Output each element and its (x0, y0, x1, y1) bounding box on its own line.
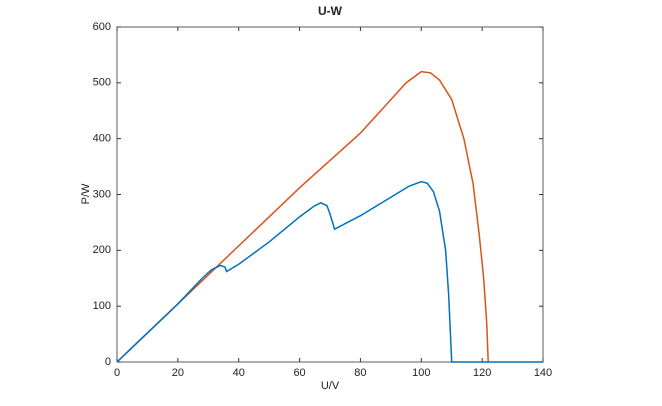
y-axis-label: P/W (80, 183, 92, 204)
x-tick-label: 40 (233, 367, 245, 379)
y-tick-label: 100 (93, 300, 111, 312)
y-tick-label: 0 (105, 356, 111, 368)
x-tick-label: 80 (354, 367, 366, 379)
data-line (116, 180, 543, 363)
data-line (116, 70, 489, 363)
x-tick-label: 120 (473, 367, 491, 379)
x-axis-label: U/V (321, 380, 340, 392)
x-tick-label: 60 (293, 367, 305, 379)
y-tick-label: 200 (93, 244, 111, 256)
x-tick-label: 20 (172, 367, 184, 379)
plot-frame (116, 26, 544, 363)
y-tick-label: 500 (93, 77, 111, 89)
x-tick-label: 100 (412, 367, 430, 379)
x-tick-label: 140 (534, 367, 552, 379)
chart-title: U-W (318, 4, 343, 18)
x-tick-label: 0 (114, 367, 120, 379)
y-tick-label: 600 (93, 21, 111, 33)
y-tick-label: 300 (93, 188, 111, 200)
y-tick-label: 400 (93, 133, 111, 145)
